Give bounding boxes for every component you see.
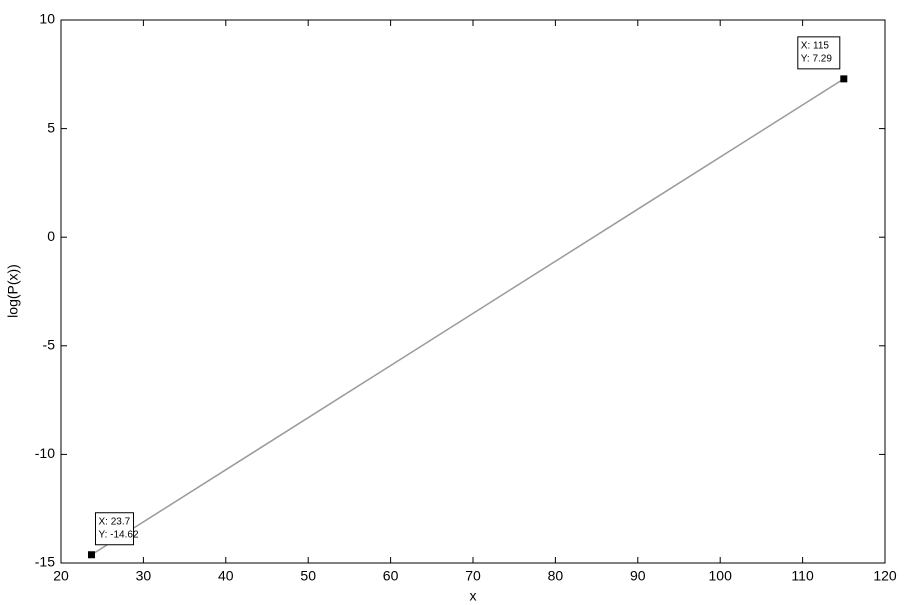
datatip-box xyxy=(94,512,134,546)
datatip-x: X: 115 xyxy=(801,41,830,52)
y-tick-label: 5 xyxy=(47,119,55,135)
x-tick-label: 80 xyxy=(548,568,564,584)
x-tick-label: 70 xyxy=(465,568,481,584)
x-tick-label: 20 xyxy=(53,568,69,584)
x-tick-label: 60 xyxy=(383,568,399,584)
x-tick-label: 30 xyxy=(136,568,152,584)
data-marker xyxy=(87,551,95,559)
x-tick-label: 50 xyxy=(300,568,316,584)
y-tick-label: 0 xyxy=(47,228,55,244)
x-tick-label: 110 xyxy=(791,568,814,584)
datatip-y: Y: 7.29 xyxy=(801,54,833,65)
x-tick-label: 90 xyxy=(630,568,646,584)
y-axis-label: log(P(x)) xyxy=(5,264,21,318)
datatip-y: Y: -14.62 xyxy=(98,529,138,540)
y-tick-label: -5 xyxy=(43,337,56,353)
y-tick-label: -10 xyxy=(35,445,55,461)
x-axis-label: x xyxy=(470,588,477,604)
datatip-x: X: 23.7 xyxy=(98,516,130,527)
data-line xyxy=(91,78,845,556)
x-tick-label: 100 xyxy=(709,568,733,584)
x-tick-label: 120 xyxy=(873,568,897,584)
datatip-box xyxy=(797,36,841,70)
data-marker xyxy=(840,75,848,83)
x-tick-label: 40 xyxy=(218,568,234,584)
y-tick-label: -15 xyxy=(35,554,55,570)
plot-area xyxy=(60,19,886,564)
y-tick-label: 10 xyxy=(39,11,55,27)
